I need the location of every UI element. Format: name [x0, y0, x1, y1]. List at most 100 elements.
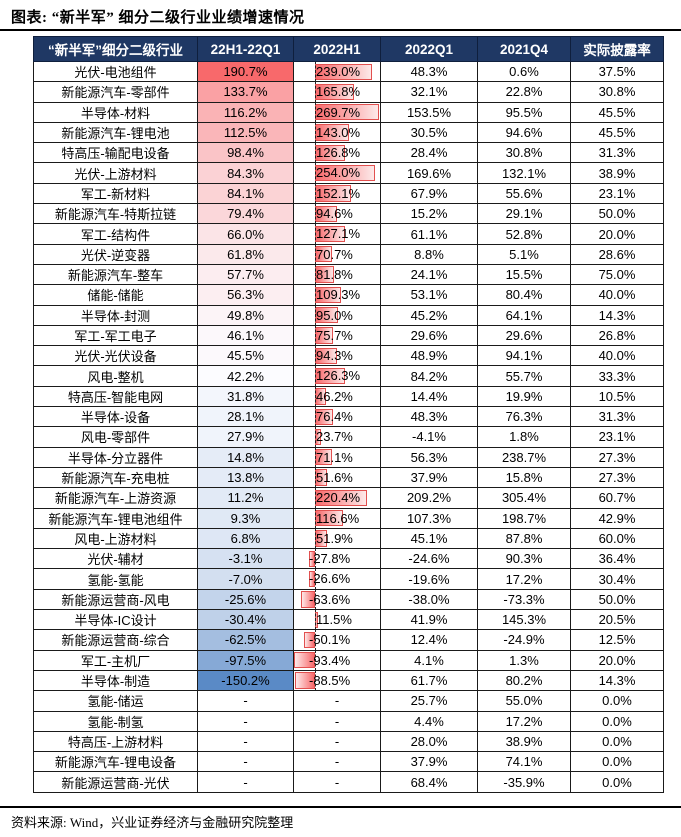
industry-name: 光伏-辅材 [33, 548, 198, 570]
growth-2022h1-cell: 76.4% [293, 406, 381, 428]
growth-2021q4-cell: 38.9% [477, 730, 571, 753]
disclosure-rate-cell: 23.1% [570, 182, 664, 205]
growth-2022h1-value: 109.3% [316, 287, 361, 303]
industry-name: 光伏-电池组件 [33, 60, 198, 83]
table-row: 军工-军工电子 46.1% 75.7% 29.6% 29.6% 26.8% [33, 324, 664, 347]
growth-2021q4-cell: 305.4% [477, 487, 571, 509]
growth-2022h1-value: 116.6% [316, 510, 360, 526]
growth-2022q1-cell: 48.3% [380, 406, 478, 428]
zero-axis-line [315, 285, 316, 305]
growth-2022h1-value: 254.0% [316, 165, 361, 181]
data-bar [303, 631, 315, 649]
growth-22h1-22q1-cell: 57.7% [197, 263, 294, 286]
table-body: 光伏-电池组件 190.7% 239.0% 48.3% 0.6% 37.5% 新能源汽车-零… [33, 60, 664, 793]
growth-2022q1-cell: 32.1% [380, 81, 478, 103]
growth-2022h1-cell: 116.6% [293, 507, 381, 529]
industry-table: “新半军”细分二级行业 22H1-22Q1 2022H1 2022Q1 2021Q4 实际… [33, 36, 664, 793]
growth-22h1-22q1-cell: 27.9% [197, 426, 294, 448]
column-header: 22H1-22Q1 [197, 36, 294, 62]
table-row: 新能源汽车-锂电设备 - -37.9% 74.1% 0.0% [33, 751, 664, 773]
table-row: 军工-新材料 84.1% 152.1% 67.9% 55.6% 23.1% [33, 182, 664, 205]
growth-22h1-22q1-cell: 49.8% [197, 304, 294, 326]
table-row: 新能源运营商-综合 -62.5% -50.1% 12.4% -24.9% 12.5% [33, 629, 664, 651]
industry-name: 新能源汽车-充电桩 [33, 466, 198, 489]
growth-2022h1-cell: 109.3% [293, 284, 381, 306]
growth-2022h1-value: 95.0% [316, 307, 353, 323]
growth-2022q1-cell: 14.4% [380, 385, 478, 408]
growth-2022h1-cell: 127.1% [293, 223, 381, 245]
industry-name: 新能源汽车-零部件 [33, 81, 198, 103]
table-row: 氢能-储运 - -25.7% 55.0% 0.0% [33, 690, 664, 712]
disclosure-rate-cell: 0.0% [570, 730, 664, 753]
growth-2022h1-cell: -93.4% [293, 649, 381, 671]
table-row: 新能源汽车-整车 57.7% 81.8% 24.1% 15.5% 75.0% [33, 263, 664, 286]
table-row: 军工-结构件 66.0% 127.1% 61.1% 52.8% 20.0% [33, 223, 664, 245]
growth-2022h1-value: -88.5% [309, 672, 351, 688]
disclosure-rate-cell: 45.5% [570, 121, 664, 144]
growth-2022q1-cell: 61.7% [380, 669, 478, 692]
industry-name: 氢能-储运 [33, 690, 198, 712]
growth-2022h1-value: 11.5% [316, 612, 352, 628]
growth-2022h1-cell: -50.1% [293, 629, 381, 651]
disclosure-rate-cell: 12.5% [570, 629, 664, 651]
growth-2021q4-cell: 30.8% [477, 142, 571, 164]
disclosure-rate-cell: 20.5% [570, 609, 664, 631]
growth-2021q4-cell: 80.2% [477, 669, 571, 692]
industry-name: 半导体-设备 [33, 406, 198, 428]
disclosure-rate-cell: 37.5% [570, 60, 664, 83]
growth-2022q1-cell: 67.9% [380, 182, 478, 205]
table-row: 军工-主机厂 -97.5% -93.4% 4.1% 1.3% 20.0% [33, 649, 664, 671]
growth-2022h1-cell: 75.7% [293, 324, 381, 347]
growth-2022q1-cell: 15.2% [380, 203, 478, 225]
growth-22h1-22q1-cell: 46.1% [197, 324, 294, 347]
column-header: 2021Q4 [477, 36, 571, 62]
table-row: 特高压-输配电设备 98.4% 126.8% 28.4% 30.8% 31.3% [33, 142, 664, 164]
growth-2021q4-cell: 55.6% [477, 182, 571, 205]
growth-2021q4-cell: 238.7% [477, 446, 571, 468]
growth-2022q1-cell: 4.1% [380, 649, 478, 671]
growth-2022q1-cell: 29.6% [380, 324, 478, 347]
disclosure-rate-cell: 27.3% [570, 446, 664, 468]
growth-2022h1-value: -27.8% [309, 551, 351, 567]
data-bar [295, 672, 315, 689]
industry-name: 军工-主机厂 [33, 649, 198, 671]
table-row: 风电-整机 42.2% 126.3% 84.2% 55.7% 33.3% [33, 365, 664, 387]
table-row: 半导体-分立器件 14.8% 71.1% 56.3% 238.7% 27.3% [33, 446, 664, 468]
growth-22h1-22q1-cell: 45.5% [197, 345, 294, 367]
data-bar [309, 570, 315, 588]
growth-2022q1-cell: 68.4% [380, 771, 478, 793]
disclosure-rate-cell: 27.3% [570, 466, 664, 489]
disclosure-rate-cell: 0.0% [570, 690, 664, 712]
disclosure-rate-cell: 10.5% [570, 385, 664, 408]
growth-22h1-22q1-cell: 61.8% [197, 243, 294, 265]
industry-name: 特高压-输配电设备 [33, 142, 198, 164]
growth-2022h1-value: 94.3% [316, 348, 353, 364]
header-row: “新半军”细分二级行业 22H1-22Q1 2022H1 2022Q1 2021Q4 实际… [33, 36, 664, 62]
zero-axis-line [315, 630, 316, 650]
disclosure-rate-cell: 0.0% [570, 710, 664, 732]
table-row: 新能源汽车-锂电池组件 9.3% 116.6% 107.3% 198.7% 42.9% [33, 507, 664, 529]
zero-axis-line [315, 651, 316, 670]
growth-22h1-22q1-cell: 13.8% [197, 466, 294, 489]
growth-22h1-22q1-cell: 79.4% [197, 203, 294, 225]
table-row: 半导体-材料 116.2% 269.7% 153.5% 95.5% 45.5% [33, 101, 664, 123]
growth-2022h1-value: 81.8% [316, 266, 353, 282]
growth-2022q1-cell: 61.1% [380, 223, 478, 245]
growth-2022q1-cell: 12.4% [380, 629, 478, 651]
industry-name: 光伏-光伏设备 [33, 345, 198, 367]
column-header: 2022Q1 [380, 36, 478, 62]
growth-22h1-22q1-cell: - [197, 710, 294, 732]
growth-2022h1-value: 126.8% [316, 145, 361, 161]
table-row: 半导体-设备 28.1% 76.4% 48.3% 76.3% 31.3% [33, 406, 664, 428]
growth-22h1-22q1-cell: 66.0% [197, 223, 294, 245]
disclosure-rate-cell: 31.3% [570, 406, 664, 428]
growth-2021q4-cell: 80.4% [477, 284, 571, 306]
growth-2022h1-value: 239.0% [316, 64, 361, 79]
disclosure-rate-cell: 0.0% [570, 751, 664, 773]
growth-22h1-22q1-cell: -7.0% [197, 568, 294, 590]
industry-name: 新能源汽车-上游资源 [33, 487, 198, 509]
zero-axis-line [315, 509, 316, 528]
disclosure-rate-cell: 42.9% [570, 507, 664, 529]
growth-2022h1-cell: 152.1% [293, 182, 381, 205]
